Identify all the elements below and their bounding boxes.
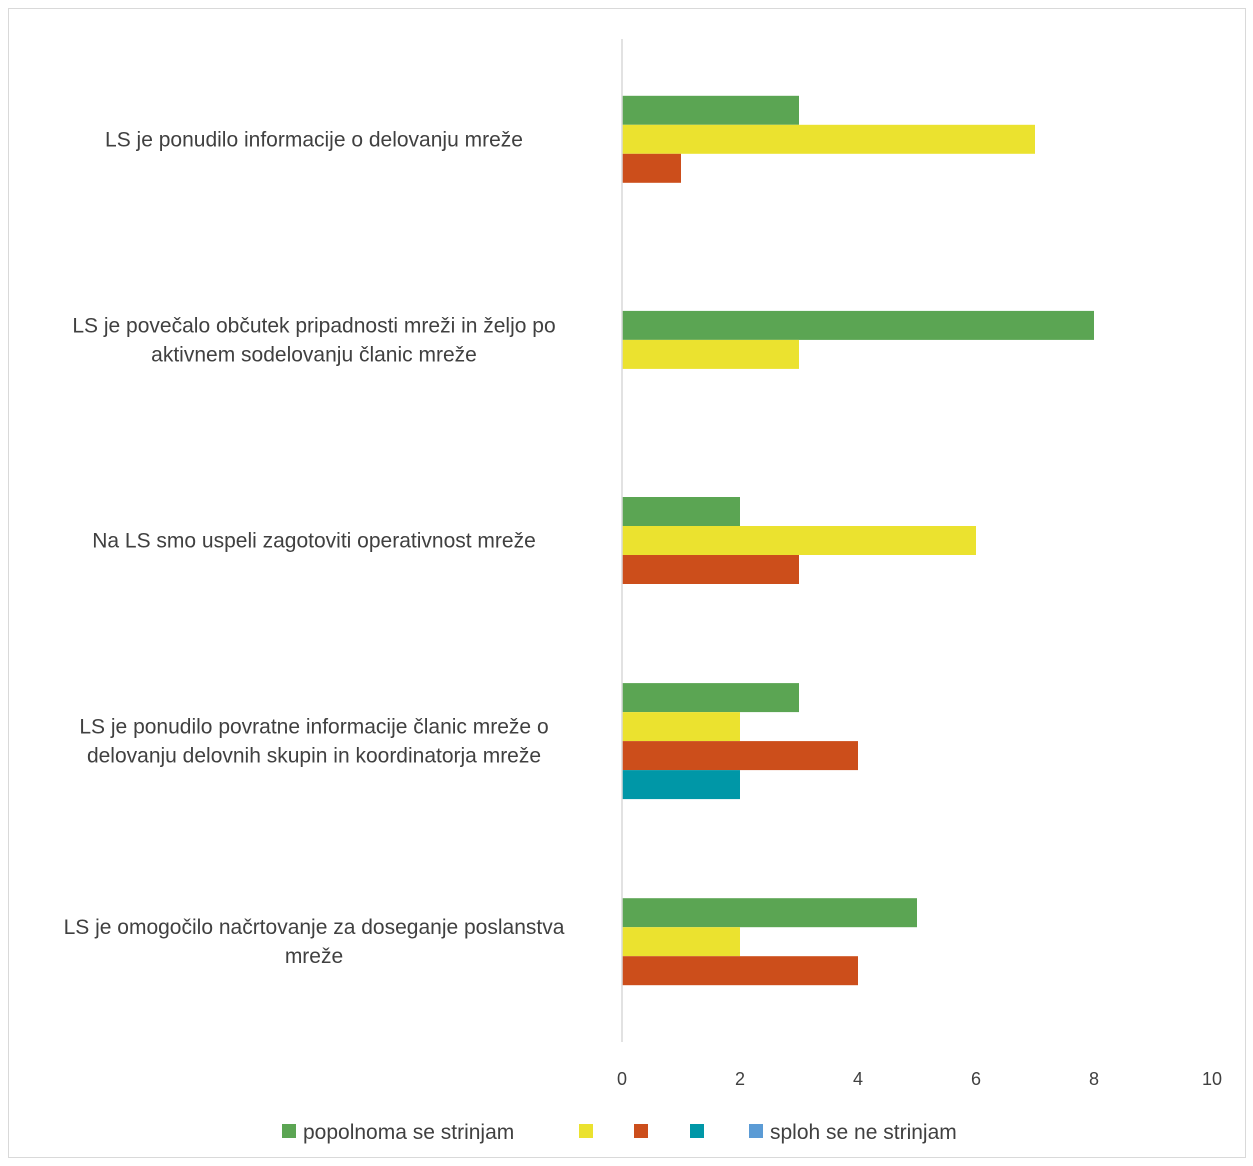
bar-cat2-series2 (622, 340, 799, 369)
bar-cat5-series3 (622, 956, 858, 985)
bar-cat4-series4 (622, 770, 740, 799)
category-label: LS je povečalo občutek pripadnosti mreži… (72, 314, 555, 337)
legend-swatch (579, 1124, 593, 1138)
bar-cat1-series1 (622, 96, 799, 125)
legend-label: sploh se ne strinjam (770, 1121, 957, 1144)
x-tick-label: 8 (1089, 1069, 1099, 1089)
bar-cat5-series1 (622, 898, 917, 927)
bar-cat3-series3 (622, 555, 799, 584)
legend: popolnoma se strinjam sploh se ne strinja… (282, 1121, 957, 1144)
chart-frame: LS je ponudilo informacije o delovanju m… (8, 8, 1246, 1158)
bar-cat4-series2 (622, 712, 740, 741)
x-tick-label: 0 (617, 1069, 627, 1089)
bar-cat3-series1 (622, 497, 740, 526)
category-label: mreže (285, 945, 343, 968)
bar-cat1-series3 (622, 154, 681, 183)
bar-cat2-series1 (622, 311, 1094, 340)
bar-cat4-series1 (622, 683, 799, 712)
bar-cat5-series2 (622, 927, 740, 956)
legend-swatch (749, 1124, 763, 1138)
bar-chart: LS je ponudilo informacije o delovanju m… (9, 9, 1247, 1159)
bars-group (622, 96, 1094, 985)
category-label: delovanju delovnih skupin in koordinator… (87, 745, 541, 768)
category-label: Na LS smo uspeli zagotoviti operativnost… (92, 530, 536, 553)
x-tick-label: 10 (1202, 1069, 1222, 1089)
x-tick-label: 2 (735, 1069, 745, 1089)
category-label: LS je ponudilo informacije o delovanju m… (105, 128, 523, 151)
bar-cat1-series2 (622, 125, 1035, 154)
legend-swatch (690, 1124, 704, 1138)
x-tick-label: 6 (971, 1069, 981, 1089)
bar-cat3-series2 (622, 526, 976, 555)
legend-label: popolnoma se strinjam (303, 1121, 514, 1144)
category-labels: LS je ponudilo informacije o delovanju m… (64, 128, 565, 968)
category-label: aktivnem sodelovanju članic mreže (151, 343, 477, 366)
category-label: LS je ponudilo povratne informacije član… (79, 716, 548, 739)
legend-swatch (634, 1124, 648, 1138)
category-label: LS je omogočilo načrtovanje za doseganje… (64, 916, 565, 939)
bar-cat4-series3 (622, 741, 858, 770)
x-tick-label: 4 (853, 1069, 863, 1089)
legend-swatch (282, 1124, 296, 1138)
value-axis-tick-labels: 0 2 4 6 8 10 (617, 1069, 1222, 1089)
